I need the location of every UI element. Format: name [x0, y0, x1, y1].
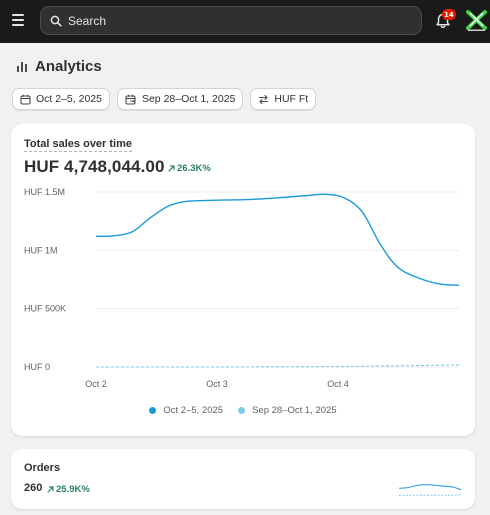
compare-range-button[interactable]: Sep 28–Oct 1, 2025 [116, 88, 244, 110]
total-sales-card: Total sales over time HUF 4,748,044.00 2… [11, 124, 475, 436]
currency-label: HUF Ft [274, 93, 309, 105]
x-tick-label: Oct 3 [206, 379, 228, 389]
search-icon [50, 15, 62, 27]
legend-dot-current [149, 407, 157, 414]
arrow-up-right-icon [168, 165, 175, 172]
page-title: Analytics [35, 58, 102, 75]
store-logo[interactable] [466, 9, 487, 33]
arrow-up-right-icon [47, 486, 54, 493]
y-tick-label: HUF 1M [24, 245, 58, 255]
hamburger-icon-line [12, 24, 24, 26]
y-tick-label: HUF 500K [24, 304, 66, 314]
orders-card: Orders 260 25.9K% [11, 449, 475, 509]
notification-count-badge: 14 [442, 9, 456, 20]
chart-legend: Oct 2–5, 2025 Sep 28–Oct 1, 2025 [11, 405, 475, 416]
total-sales-title[interactable]: Total sales over time [24, 138, 133, 152]
date-range-button[interactable]: Oct 2–5, 2025 [12, 88, 110, 110]
bar-chart-icon [17, 62, 27, 72]
legend-label-current: Oct 2–5, 2025 [163, 405, 224, 416]
legend-label-previous: Sep 28–Oct 1, 2025 [252, 405, 337, 416]
series-line-previous [96, 364, 460, 368]
sparkline-current [399, 484, 461, 491]
legend-item-previous[interactable]: Sep 28–Oct 1, 2025 [238, 405, 337, 416]
currency-button[interactable]: HUF Ft [250, 88, 317, 110]
hamburger-icon-line [12, 14, 24, 16]
x-tick-label: Oct 2 [85, 379, 107, 389]
x-tick-label: Oct 4 [327, 379, 349, 389]
calendar-icon [20, 94, 31, 105]
search-input[interactable] [68, 13, 388, 28]
legend-item-current[interactable]: Oct 2–5, 2025 [149, 405, 223, 416]
compare-range-label: Sep 28–Oct 1, 2025 [141, 93, 236, 105]
total-sales-delta: 26.3K% [168, 163, 211, 174]
filter-bar: Oct 2–5, 2025 Sep 28–Oct 1, 2025 HUF Ft [12, 88, 317, 110]
legend-dot-previous [238, 407, 246, 414]
y-tick-label: HUF 1.5M [24, 187, 65, 197]
y-tick-label: HUF 0 [24, 362, 50, 372]
top-bar: 14 [0, 0, 490, 43]
date-range-label: Oct 2–5, 2025 [36, 93, 102, 105]
menu-button[interactable] [8, 10, 28, 30]
hamburger-icon-line [12, 19, 24, 21]
page-header: Analytics [16, 58, 102, 75]
search-bar[interactable] [40, 6, 422, 35]
total-sales-delta-value: 26.3K% [177, 163, 211, 174]
series-line-current [95, 193, 460, 286]
total-sales-value: HUF 4,748,044.00 [24, 157, 165, 176]
orders-delta: 25.9K% [47, 484, 90, 495]
calendar-compare-icon [125, 94, 136, 105]
orders-value: 260 [24, 482, 43, 494]
currency-swap-icon [259, 94, 269, 104]
sales-line-chart: HUF 1.5M HUF 1M HUF 500K HUF 0 Oct 2 Oct 3 Oct… [24, 187, 460, 389]
orders-sparkline [399, 484, 461, 496]
orders-delta-value: 25.9K% [56, 484, 90, 495]
orders-title[interactable]: Orders [24, 462, 61, 474]
